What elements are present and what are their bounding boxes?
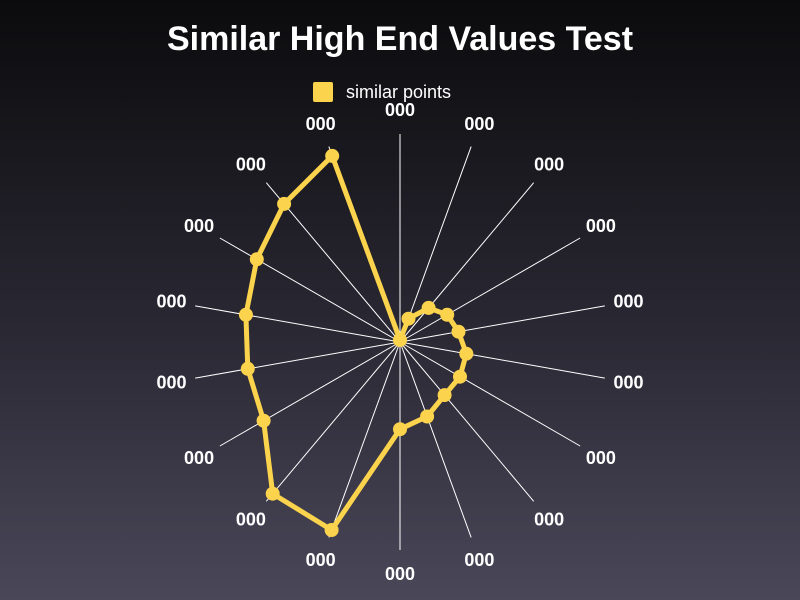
axis-tick-label: 000 (306, 114, 336, 134)
legend-swatch (313, 82, 333, 102)
axis-tick-label: 000 (184, 448, 214, 468)
axis-tick-label: 000 (613, 372, 643, 392)
data-point[interactable] (459, 346, 474, 361)
radar-spoke (399, 305, 605, 343)
axis-tick-label: 000 (534, 154, 564, 174)
axis-tick-label: 000 (385, 100, 415, 120)
radar-spoke (195, 305, 401, 343)
legend[interactable]: similar points (313, 80, 451, 104)
data-point[interactable] (401, 311, 416, 326)
axis-tick-label: 000 (157, 292, 187, 312)
axis-tick-label: 000 (306, 550, 336, 570)
data-point[interactable] (420, 409, 435, 424)
radar-spoke (399, 341, 605, 379)
radar-spoke (265, 341, 401, 502)
axis-tick-label: 000 (184, 216, 214, 236)
axis-tick-label: 000 (613, 292, 643, 312)
axis-tick-label: 000 (464, 114, 494, 134)
data-point[interactable] (238, 307, 253, 322)
radar-spoke (399, 341, 581, 447)
axis-tick-label: 000 (157, 372, 187, 392)
data-point[interactable] (277, 196, 292, 211)
legend-label: similar points (346, 81, 452, 102)
axis-tick-label: 000 (236, 154, 266, 174)
axis-tick-label: 000 (534, 510, 564, 530)
radar-spoke (219, 237, 401, 343)
data-point[interactable] (393, 422, 407, 437)
series-line (243, 153, 469, 533)
data-point[interactable] (324, 523, 339, 537)
data-point[interactable] (451, 324, 466, 339)
radar-spoke (195, 341, 401, 379)
radar-spokes (195, 134, 605, 550)
radar-spoke (328, 341, 401, 538)
radar-spoke (399, 182, 535, 343)
radar-series (238, 148, 474, 537)
radar-spoke (219, 341, 401, 447)
data-point[interactable] (325, 148, 340, 163)
radar-spoke (399, 341, 472, 538)
data-point[interactable] (249, 252, 264, 267)
data-point[interactable] (421, 300, 436, 315)
radar-spoke (399, 237, 581, 343)
data-point[interactable] (240, 361, 255, 376)
axis-tick-label: 000 (586, 448, 616, 468)
chart-title: Similar High End Values Test (166, 20, 634, 58)
axis-tick-label: 000 (464, 550, 494, 570)
data-point[interactable] (440, 307, 455, 322)
axis-tick-label: 000 (236, 510, 266, 530)
data-point[interactable] (256, 413, 271, 428)
data-point[interactable] (453, 369, 467, 384)
radar-spoke (399, 341, 535, 502)
radar-tick-labels: 000 000 000 000 000 000 000 000 000 000 000 000 000 0… (157, 100, 644, 584)
data-point[interactable] (393, 333, 407, 347)
data-point[interactable] (437, 388, 452, 403)
axis-tick-label: 000 (586, 216, 616, 236)
radar-spoke (399, 146, 472, 343)
axis-tick-label: 000 (385, 564, 415, 584)
data-point[interactable] (265, 486, 280, 501)
